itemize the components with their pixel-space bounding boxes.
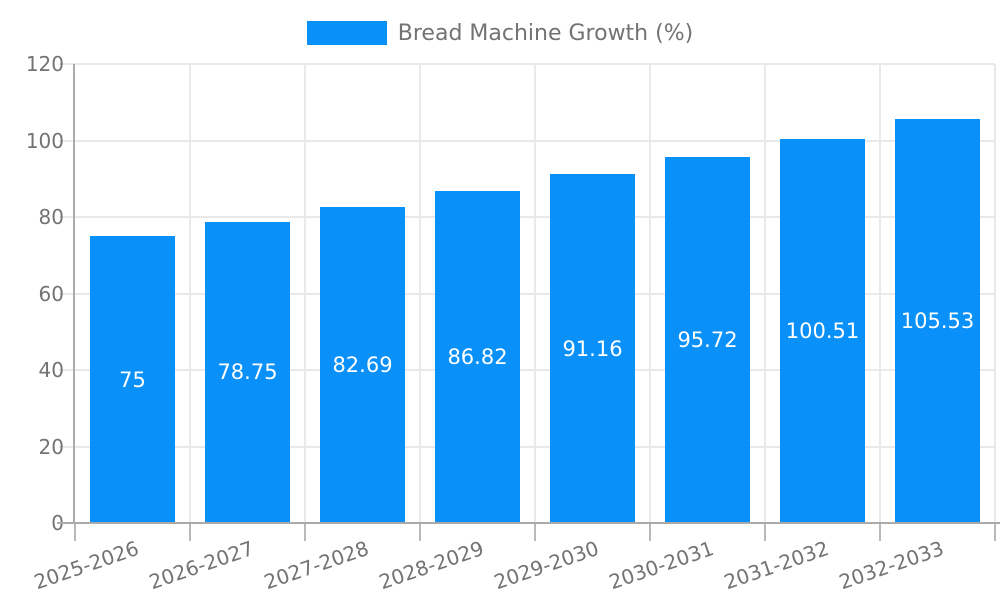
gridline-vertical <box>994 64 996 523</box>
y-tick-label: 20 <box>38 434 64 459</box>
y-tick-label: 0 <box>0 511 64 535</box>
x-axis-tick-mark <box>419 523 421 541</box>
bar-value-label: 105.53 <box>900 309 975 334</box>
x-axis-tick-mark <box>189 523 191 541</box>
bar-value-label: 82.69 <box>332 352 393 377</box>
x-tick-label: 2031-2032 <box>721 536 833 595</box>
y-axis-tick-mark <box>59 63 75 65</box>
gridline-vertical <box>534 64 536 523</box>
legend-item[interactable]: Bread Machine Growth (%) <box>306 20 694 46</box>
gridline-vertical <box>304 64 306 523</box>
bar <box>205 221 290 523</box>
bar <box>895 119 980 523</box>
bar-value-label: 100.51 <box>785 318 860 343</box>
x-tick-label: 2028-2029 <box>376 536 488 595</box>
y-axis-tick-mark <box>59 216 75 218</box>
bar <box>320 206 405 523</box>
x-axis-line <box>57 522 1000 524</box>
y-axis-tick-mark <box>59 369 75 371</box>
bar <box>90 236 175 523</box>
y-axis-tick-mark <box>59 292 75 295</box>
legend-swatch-icon <box>306 21 387 45</box>
x-tick-label: 2025-2026 <box>31 536 143 595</box>
gridline-vertical <box>649 64 651 523</box>
x-tick-label: 2026-2027 <box>146 536 258 595</box>
legend-label: Bread Machine Growth (%) <box>397 20 694 46</box>
x-axis-tick-mark <box>534 523 536 541</box>
gridline-vertical <box>764 64 766 523</box>
y-tick-label: 120 <box>25 52 64 76</box>
bar-value-label: 95.72 <box>677 327 738 352</box>
x-axis-tick-mark <box>879 523 881 541</box>
bar-value-label: 75 <box>119 367 146 392</box>
x-axis-tick-mark <box>994 523 996 541</box>
y-axis-line <box>73 64 75 523</box>
y-axis-tick-mark <box>59 445 75 448</box>
x-axis-tick-mark <box>649 523 651 541</box>
y-tick-label: 80 <box>38 205 64 229</box>
y-tick-label: 40 <box>38 358 64 382</box>
bar <box>780 138 865 523</box>
x-tick-label: 2029-2030 <box>491 536 603 595</box>
gridline-vertical <box>419 64 421 523</box>
x-axis-tick-mark <box>764 523 766 541</box>
x-tick-label: 2032-2033 <box>836 536 948 595</box>
bar <box>550 174 635 523</box>
gridline-vertical <box>879 64 881 523</box>
bar <box>665 156 750 523</box>
x-tick-label: 2027-2028 <box>261 536 373 595</box>
y-tick-label: 60 <box>38 281 64 306</box>
x-axis-tick-mark <box>304 523 306 541</box>
x-axis-tick-mark <box>74 523 76 541</box>
bar <box>435 190 520 523</box>
bar-value-label: 91.16 <box>562 336 623 361</box>
bar-value-label: 78.75 <box>217 360 278 385</box>
gridline-vertical <box>189 64 191 523</box>
y-tick-label: 100 <box>25 128 64 153</box>
x-tick-label: 2030-2031 <box>606 536 718 595</box>
y-axis-tick-mark <box>59 139 75 142</box>
bar-value-label: 86.82 <box>447 344 508 369</box>
legend-row: Bread Machine Growth (%) <box>0 16 1000 50</box>
